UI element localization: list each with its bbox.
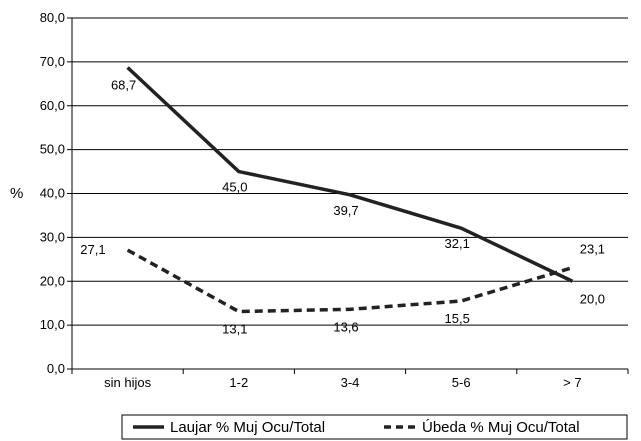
series-line-1 bbox=[126, 248, 573, 314]
data-label-s0-p0: 68,7 bbox=[111, 78, 136, 93]
legend-label-ubeda: Úbeda % Muj Ocu/Total bbox=[422, 419, 580, 436]
legend-box bbox=[121, 414, 628, 440]
data-label-s1-p4: 23,1 bbox=[580, 242, 605, 257]
y-axis-ticks: 0,0 10,0 20,0 30,0 40,0 50,0 60,0 70,0 80,0 bbox=[40, 10, 72, 376]
data-label-s1-p3: 15,5 bbox=[445, 311, 470, 326]
y-tick-label-4: 40,0 bbox=[40, 186, 65, 201]
data-label-s0-p3: 32,1 bbox=[445, 236, 470, 251]
y-tick-label-5: 50,0 bbox=[40, 142, 65, 157]
x-axis-ticks: sin hijos 1-2 3-4 5-6 > 7 bbox=[71, 369, 629, 390]
x-tick-label-2: 3-4 bbox=[341, 375, 360, 390]
y-tick-label-2: 20,0 bbox=[40, 273, 65, 288]
data-label-s1-p1: 13,1 bbox=[222, 322, 247, 337]
y-axis-label: % bbox=[10, 185, 23, 202]
data-label-s1-p2: 13,6 bbox=[333, 319, 358, 334]
series-group bbox=[126, 66, 574, 314]
data-labels: 68,7 45,0 39,7 32,1 20,0 27,1 13,1 13,6 15,5 23,1 bbox=[80, 78, 605, 337]
y-tick-label-6: 60,0 bbox=[40, 98, 65, 113]
data-label-s0-p1: 45,0 bbox=[222, 180, 247, 195]
legend-label-laujar: Laujar % Muj Ocu/Total bbox=[170, 419, 325, 436]
x-tick-label-3: 5-6 bbox=[452, 375, 471, 390]
x-tick-label-0: sin hijos bbox=[104, 375, 151, 390]
y-tick-label-3: 30,0 bbox=[40, 229, 65, 244]
x-tick-label-1: 1-2 bbox=[229, 375, 248, 390]
data-label-s0-p4: 20,0 bbox=[580, 291, 605, 306]
y-tick-label-7: 70,0 bbox=[40, 54, 65, 69]
y-tick-label-8: 80,0 bbox=[40, 10, 65, 25]
data-label-s0-p2: 39,7 bbox=[333, 203, 358, 218]
y-tick-label-1: 10,0 bbox=[40, 317, 65, 332]
series-line-0 bbox=[126, 66, 574, 283]
x-tick-label-4: > 7 bbox=[563, 375, 581, 390]
y-tick-label-0: 0,0 bbox=[47, 361, 65, 376]
legend: Laujar % Muj Ocu/Total Úbeda % Muj Ocu/T… bbox=[121, 414, 628, 440]
data-label-s1-p0: 27,1 bbox=[80, 242, 105, 257]
